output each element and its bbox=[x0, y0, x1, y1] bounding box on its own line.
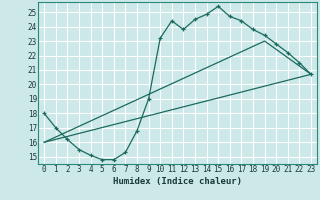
X-axis label: Humidex (Indice chaleur): Humidex (Indice chaleur) bbox=[113, 177, 242, 186]
